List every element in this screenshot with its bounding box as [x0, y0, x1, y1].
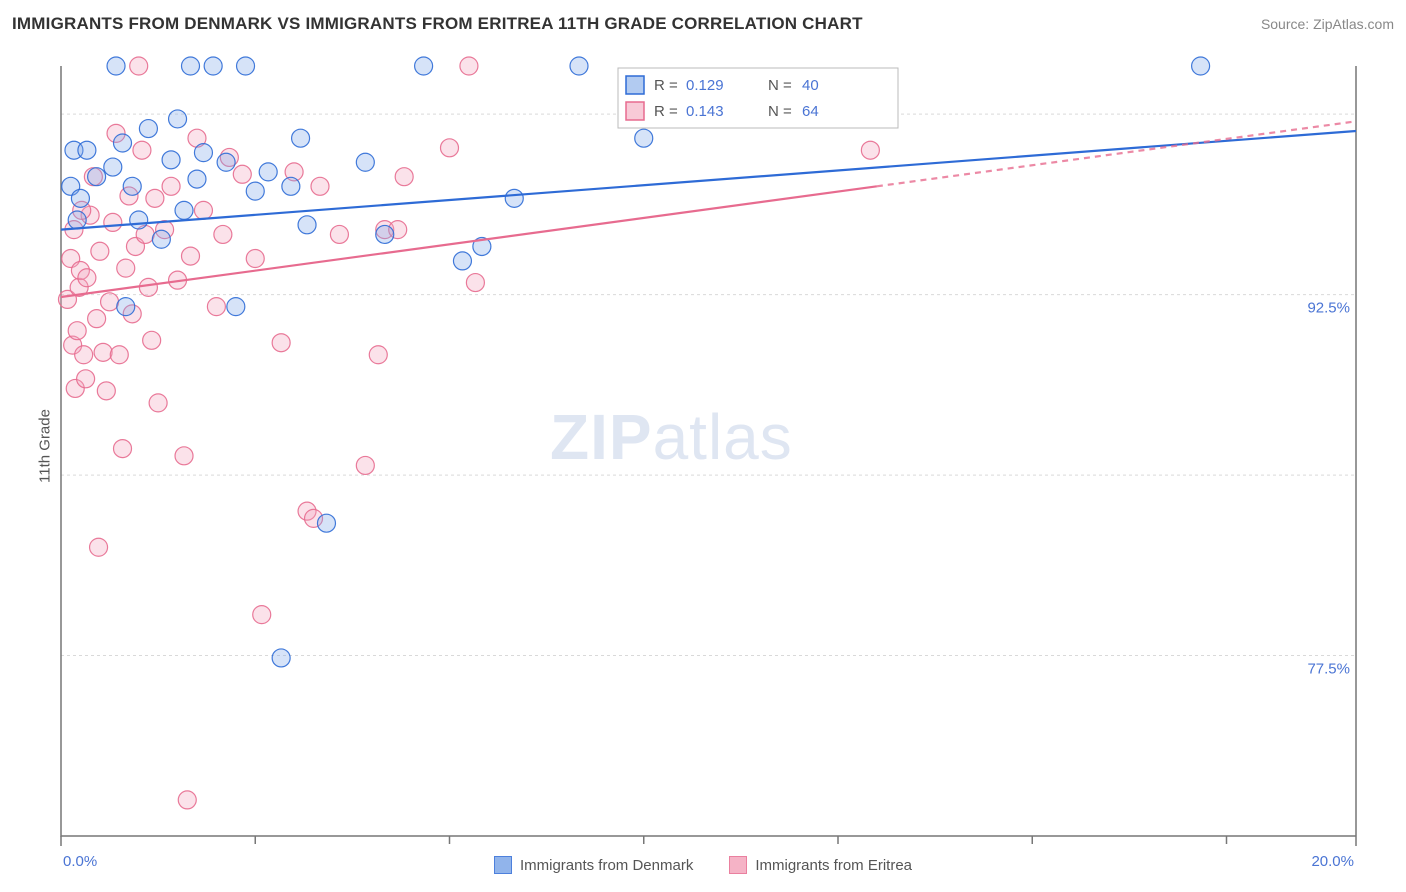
svg-text:0.129: 0.129: [686, 77, 724, 94]
svg-text:N =: N =: [768, 103, 792, 120]
legend-item-eritrea: Immigrants from Eritrea: [729, 856, 912, 874]
svg-text:0.143: 0.143: [686, 103, 724, 120]
svg-text:92.5%: 92.5%: [1307, 300, 1350, 317]
svg-text:R =: R =: [654, 103, 678, 120]
x-axis-legend: Immigrants from Denmark Immigrants from …: [0, 856, 1406, 874]
svg-text:40: 40: [802, 77, 819, 94]
legend-swatch-icon: [729, 856, 747, 874]
title-bar: IMMIGRANTS FROM DENMARK VS IMMIGRANTS FR…: [12, 14, 1394, 34]
legend-swatch-icon: [494, 856, 512, 874]
source-label: Source: ZipAtlas.com: [1261, 16, 1394, 32]
svg-text:64: 64: [802, 103, 819, 120]
svg-text:N =: N =: [768, 77, 792, 94]
legend-item-denmark: Immigrants from Denmark: [494, 856, 693, 874]
svg-text:R =: R =: [654, 77, 678, 94]
svg-text:77.5%: 77.5%: [1307, 661, 1350, 678]
chart-title: IMMIGRANTS FROM DENMARK VS IMMIGRANTS FR…: [12, 14, 863, 34]
legend-label: Immigrants from Eritrea: [755, 857, 912, 874]
correlation-scatter-chart: 77.5%92.5%0.0%20.0%R =0.129N =40R =0.143…: [46, 46, 1376, 866]
legend-label: Immigrants from Denmark: [520, 857, 693, 874]
